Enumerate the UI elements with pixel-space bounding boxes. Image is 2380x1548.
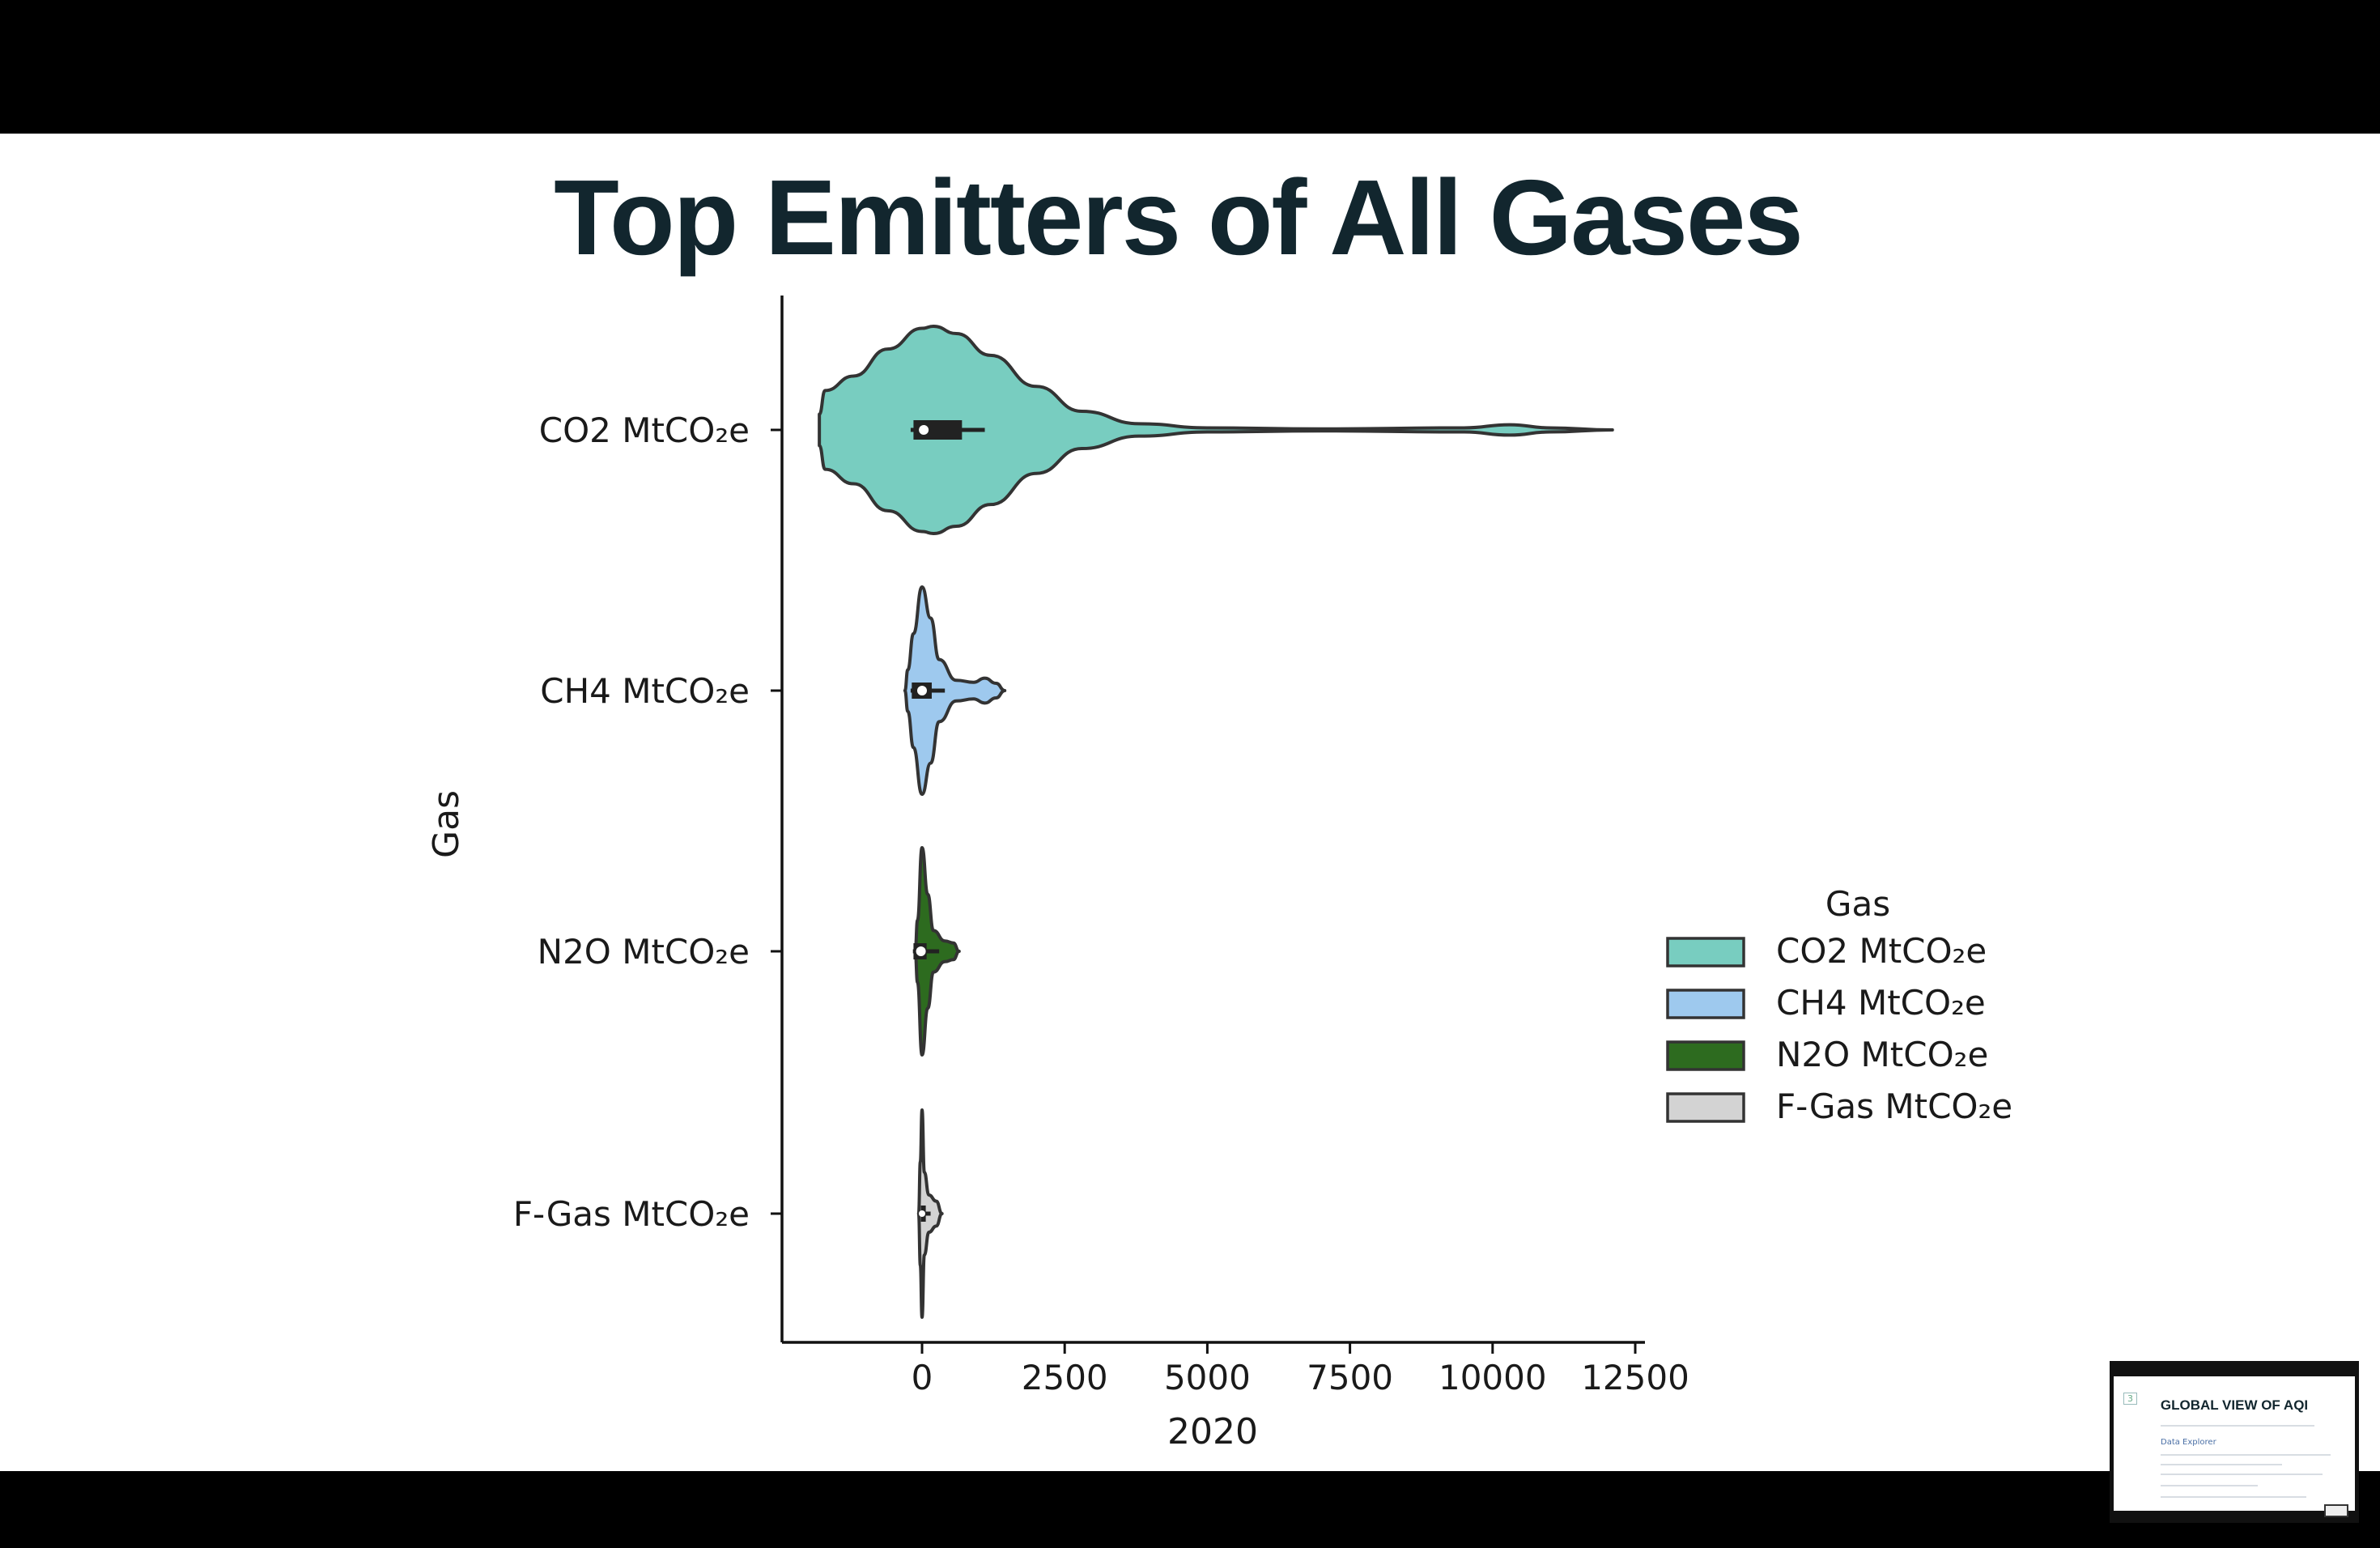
thumbnail-line (2161, 1474, 2323, 1475)
slide: Top Emitters of All Gases 0 2500 5000 7500 1… (0, 134, 2380, 1471)
thumbnail-line (2161, 1425, 2314, 1427)
x-tick-label: 10000 (1439, 1358, 1547, 1397)
thumbnail-title: GLOBAL VIEW OF AQI (2160, 1397, 2309, 1413)
legend-label: CO2 MtCO₂e (1776, 931, 1987, 971)
violin-median (919, 1210, 925, 1217)
x-tick-label: 5000 (1164, 1358, 1251, 1397)
violin-body (818, 325, 1614, 535)
y-axis-label: Gas (426, 790, 467, 858)
legend-label: F-Gas MtCO₂e (1776, 1087, 2012, 1126)
violin-chart: 0 2500 5000 7500 10000 12500 2020 Gas CO2 MtCO₂e… (426, 296, 2012, 1452)
x-tick-label: 2500 (1022, 1358, 1108, 1397)
x-axis-label: 2020 (1167, 1411, 1258, 1452)
slide-title: Top Emitters of All Gases (554, 158, 1804, 277)
legend: Gas CO2 MtCO₂e CH4 MtCO₂e N2O MtCO₂e F-Gas M… (1666, 884, 2012, 1126)
y-tick-label: F-Gas MtCO₂e (513, 1194, 750, 1234)
thumbnail-line (2161, 1454, 2331, 1456)
thumbnail-line (2161, 1464, 2282, 1465)
violin-group: F-Gas MtCO₂e (513, 1108, 944, 1319)
violin-group: CO2 MtCO₂e (539, 325, 1614, 535)
thumbnail-subtitle: Data Explorer (2161, 1438, 2216, 1447)
legend-swatch (1666, 1040, 1745, 1071)
legend-swatch (1666, 1092, 1745, 1123)
x-tick-label: 0 (912, 1358, 933, 1397)
legend-swatch (1666, 937, 1745, 968)
violin-group: N2O MtCO₂e (538, 846, 961, 1057)
thumbnail-slide-number: 3 (2123, 1393, 2137, 1405)
thumbnail-line (2161, 1496, 2306, 1498)
violin-body (903, 585, 1007, 796)
y-tick-label: N2O MtCO₂e (538, 932, 750, 972)
legend-title: Gas (1825, 884, 1890, 924)
slide-thumbnail[interactable]: 3 GLOBAL VIEW OF AQI Data Explorer (2110, 1361, 2359, 1523)
y-tick-label: CH4 MtCO₂e (540, 671, 750, 711)
violin-median (919, 425, 929, 435)
x-tick-label: 7500 (1307, 1358, 1393, 1397)
x-tick-label: 12500 (1581, 1358, 1689, 1397)
thumbnail-control-icon[interactable] (2324, 1504, 2348, 1517)
legend-label: CH4 MtCO₂e (1776, 983, 1986, 1023)
thumbnail-header-bar (2114, 1365, 2355, 1376)
violin-group: CH4 MtCO₂e (540, 585, 1007, 796)
legend-swatch (1666, 989, 1745, 1019)
thumbnail-footer-bar (2114, 1511, 2355, 1519)
violin-median (917, 686, 927, 695)
y-tick-label: CO2 MtCO₂e (539, 410, 750, 450)
thumbnail-line (2161, 1485, 2258, 1486)
violin-median (916, 946, 926, 956)
legend-label: N2O MtCO₂e (1776, 1035, 1988, 1074)
